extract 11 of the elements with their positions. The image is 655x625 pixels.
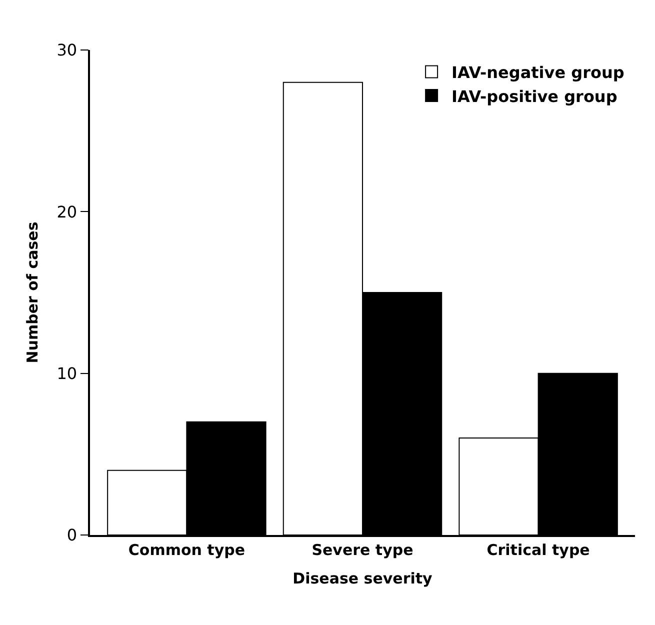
y-axis-title: Number of cases bbox=[23, 222, 42, 364]
y-tick-label: 30 bbox=[56, 40, 78, 60]
legend-label: IAV-negative group bbox=[452, 62, 624, 82]
y-tick-label: 20 bbox=[56, 202, 78, 222]
x-tick-label: Critical type bbox=[486, 540, 590, 559]
legend-label: IAV-positive group bbox=[452, 86, 618, 106]
x-tick-label: Severe type bbox=[312, 540, 414, 559]
y-tick-label: 0 bbox=[66, 526, 78, 545]
y-tick-label: 10 bbox=[56, 364, 78, 383]
x-tick-label: Common type bbox=[128, 540, 246, 559]
x-axis-title: Disease severity bbox=[292, 569, 433, 588]
